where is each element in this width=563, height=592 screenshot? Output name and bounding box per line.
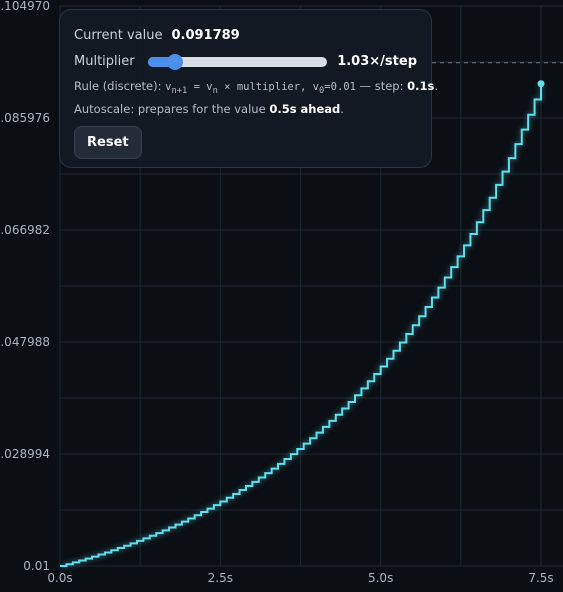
rule-step-value: 0.1s <box>407 79 435 93</box>
autoscale-prefix: Autoscale: prepares for the value <box>74 102 270 117</box>
multiplier-slider-thumb[interactable] <box>166 53 183 70</box>
reset-button[interactable]: Reset <box>74 126 142 160</box>
y-tick-label: 0.047988 <box>0 335 50 349</box>
grid-layer <box>59 5 563 567</box>
rule-sub-n: n <box>212 86 218 97</box>
series-end-point <box>537 80 545 88</box>
rule-mult: × multiplier, v <box>217 81 320 93</box>
rule-var: v <box>165 81 172 93</box>
rule-eq: = v <box>187 81 213 93</box>
rule-sub-next: n+1 <box>171 86 188 97</box>
rule-sub-zero: 0 <box>319 86 325 97</box>
y-tick-label: 0.085976 <box>0 111 50 125</box>
multiplier-label: Multiplier <box>74 54 135 69</box>
rule-formula: vn+1 = vn × multiplier, v0=0.01 <box>165 81 356 97</box>
series-line <box>60 83 542 567</box>
autoscale-end: . <box>340 102 344 117</box>
autoscale-value: 0.5s ahead <box>269 102 341 117</box>
rule-init: =0.01 <box>324 81 356 93</box>
y-tick-label: 0.028994 <box>0 447 50 461</box>
y-tick-label: 0.01 <box>23 559 50 573</box>
y-tick-label: 0.066982 <box>0 223 50 237</box>
multiplier-slider[interactable] <box>147 53 328 70</box>
current-value-row: Current value 0.091789 <box>74 28 417 43</box>
x-tick-label: 5.0s <box>368 571 393 585</box>
multiplier-slider-fill <box>147 56 175 67</box>
autoscale-text: Autoscale: prepares for the value 0.5s a… <box>74 102 417 116</box>
current-value-label: Current value <box>74 28 163 43</box>
current-value: 0.091789 <box>171 28 240 43</box>
y-tick-label: 0.104970 <box>0 0 50 13</box>
x-tick-label: 7.5s <box>528 571 553 585</box>
x-tick-label: 0.0s <box>47 571 72 585</box>
rule-step-label: — step: <box>355 79 408 93</box>
multiplier-value: 1.03×/step <box>337 54 417 69</box>
multiplier-row: Multiplier 1.03×/step <box>74 53 417 70</box>
rule-text: Rule (discrete): vn+1 = vn × multiplier,… <box>74 79 438 97</box>
ticks-layer: 0.01 0.028994 0.047988 0.066982 0.085976 0.10… <box>0 0 554 585</box>
rule-end: . <box>434 79 438 93</box>
control-panel: Current value 0.091789 Multiplier 1.03×/… <box>59 9 438 168</box>
x-tick-label: 2.5s <box>208 571 233 585</box>
rule-prefix: Rule (discrete): <box>74 79 166 93</box>
